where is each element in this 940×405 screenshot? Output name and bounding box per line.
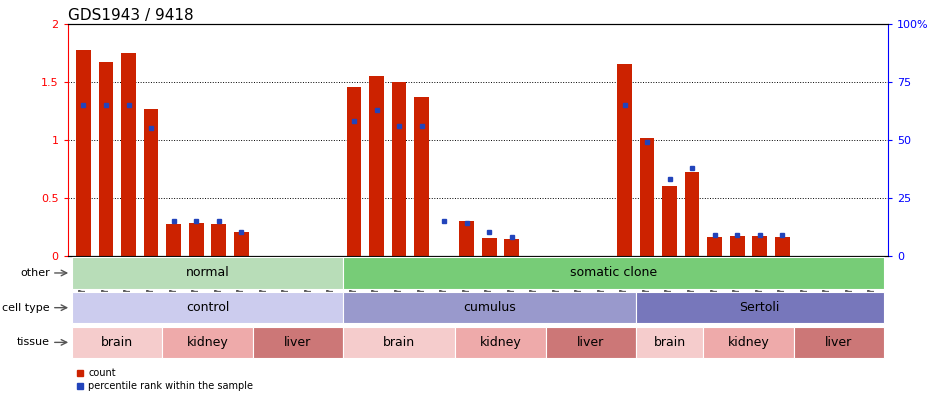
Bar	[460, 221, 474, 256]
Bar	[635, 292, 884, 323]
Text: tissue: tissue	[17, 337, 50, 347]
Bar	[72, 292, 343, 323]
Text: liver: liver	[825, 336, 853, 349]
Bar	[343, 292, 635, 323]
Bar	[545, 327, 635, 358]
Bar	[72, 257, 343, 289]
Text: brain: brain	[383, 336, 415, 349]
Bar	[76, 50, 91, 256]
Text: cumulus: cumulus	[462, 301, 516, 314]
Text: kidney: kidney	[186, 336, 228, 349]
Bar	[456, 327, 545, 358]
Bar	[640, 138, 654, 256]
Bar	[618, 64, 632, 256]
Text: somatic clone: somatic clone	[570, 266, 657, 279]
Bar	[121, 53, 136, 256]
Bar	[775, 237, 790, 256]
Bar	[415, 97, 429, 256]
Bar	[166, 224, 181, 256]
Text: cell type: cell type	[2, 303, 50, 313]
Bar	[347, 87, 361, 256]
Bar	[234, 232, 248, 256]
Bar	[482, 238, 496, 256]
Text: liver: liver	[577, 336, 604, 349]
Bar	[343, 327, 456, 358]
Text: brain: brain	[102, 336, 133, 349]
Bar	[99, 62, 114, 256]
Bar	[635, 327, 703, 358]
Bar	[793, 327, 884, 358]
Bar	[212, 224, 226, 256]
Bar	[730, 236, 744, 256]
Bar	[253, 327, 343, 358]
Text: kidney: kidney	[479, 336, 522, 349]
Bar	[392, 82, 406, 256]
Bar	[708, 237, 722, 256]
Text: control: control	[186, 301, 229, 314]
Text: kidney: kidney	[728, 336, 770, 349]
Text: normal: normal	[185, 266, 229, 279]
Text: brain: brain	[653, 336, 685, 349]
Bar	[663, 186, 677, 256]
Bar	[189, 223, 204, 256]
Bar	[343, 257, 884, 289]
Bar	[144, 109, 159, 256]
Bar	[72, 327, 163, 358]
Bar	[703, 327, 793, 358]
Bar	[369, 77, 384, 256]
Text: other: other	[20, 268, 50, 278]
Text: Sertoli: Sertoli	[740, 301, 780, 314]
Bar	[505, 239, 519, 256]
Bar	[685, 173, 699, 256]
Bar	[163, 327, 253, 358]
Bar	[752, 236, 767, 256]
Text: GDS1943 / 9418: GDS1943 / 9418	[68, 8, 194, 23]
Legend: count, percentile rank within the sample: count, percentile rank within the sample	[72, 364, 257, 395]
Text: liver: liver	[284, 336, 311, 349]
